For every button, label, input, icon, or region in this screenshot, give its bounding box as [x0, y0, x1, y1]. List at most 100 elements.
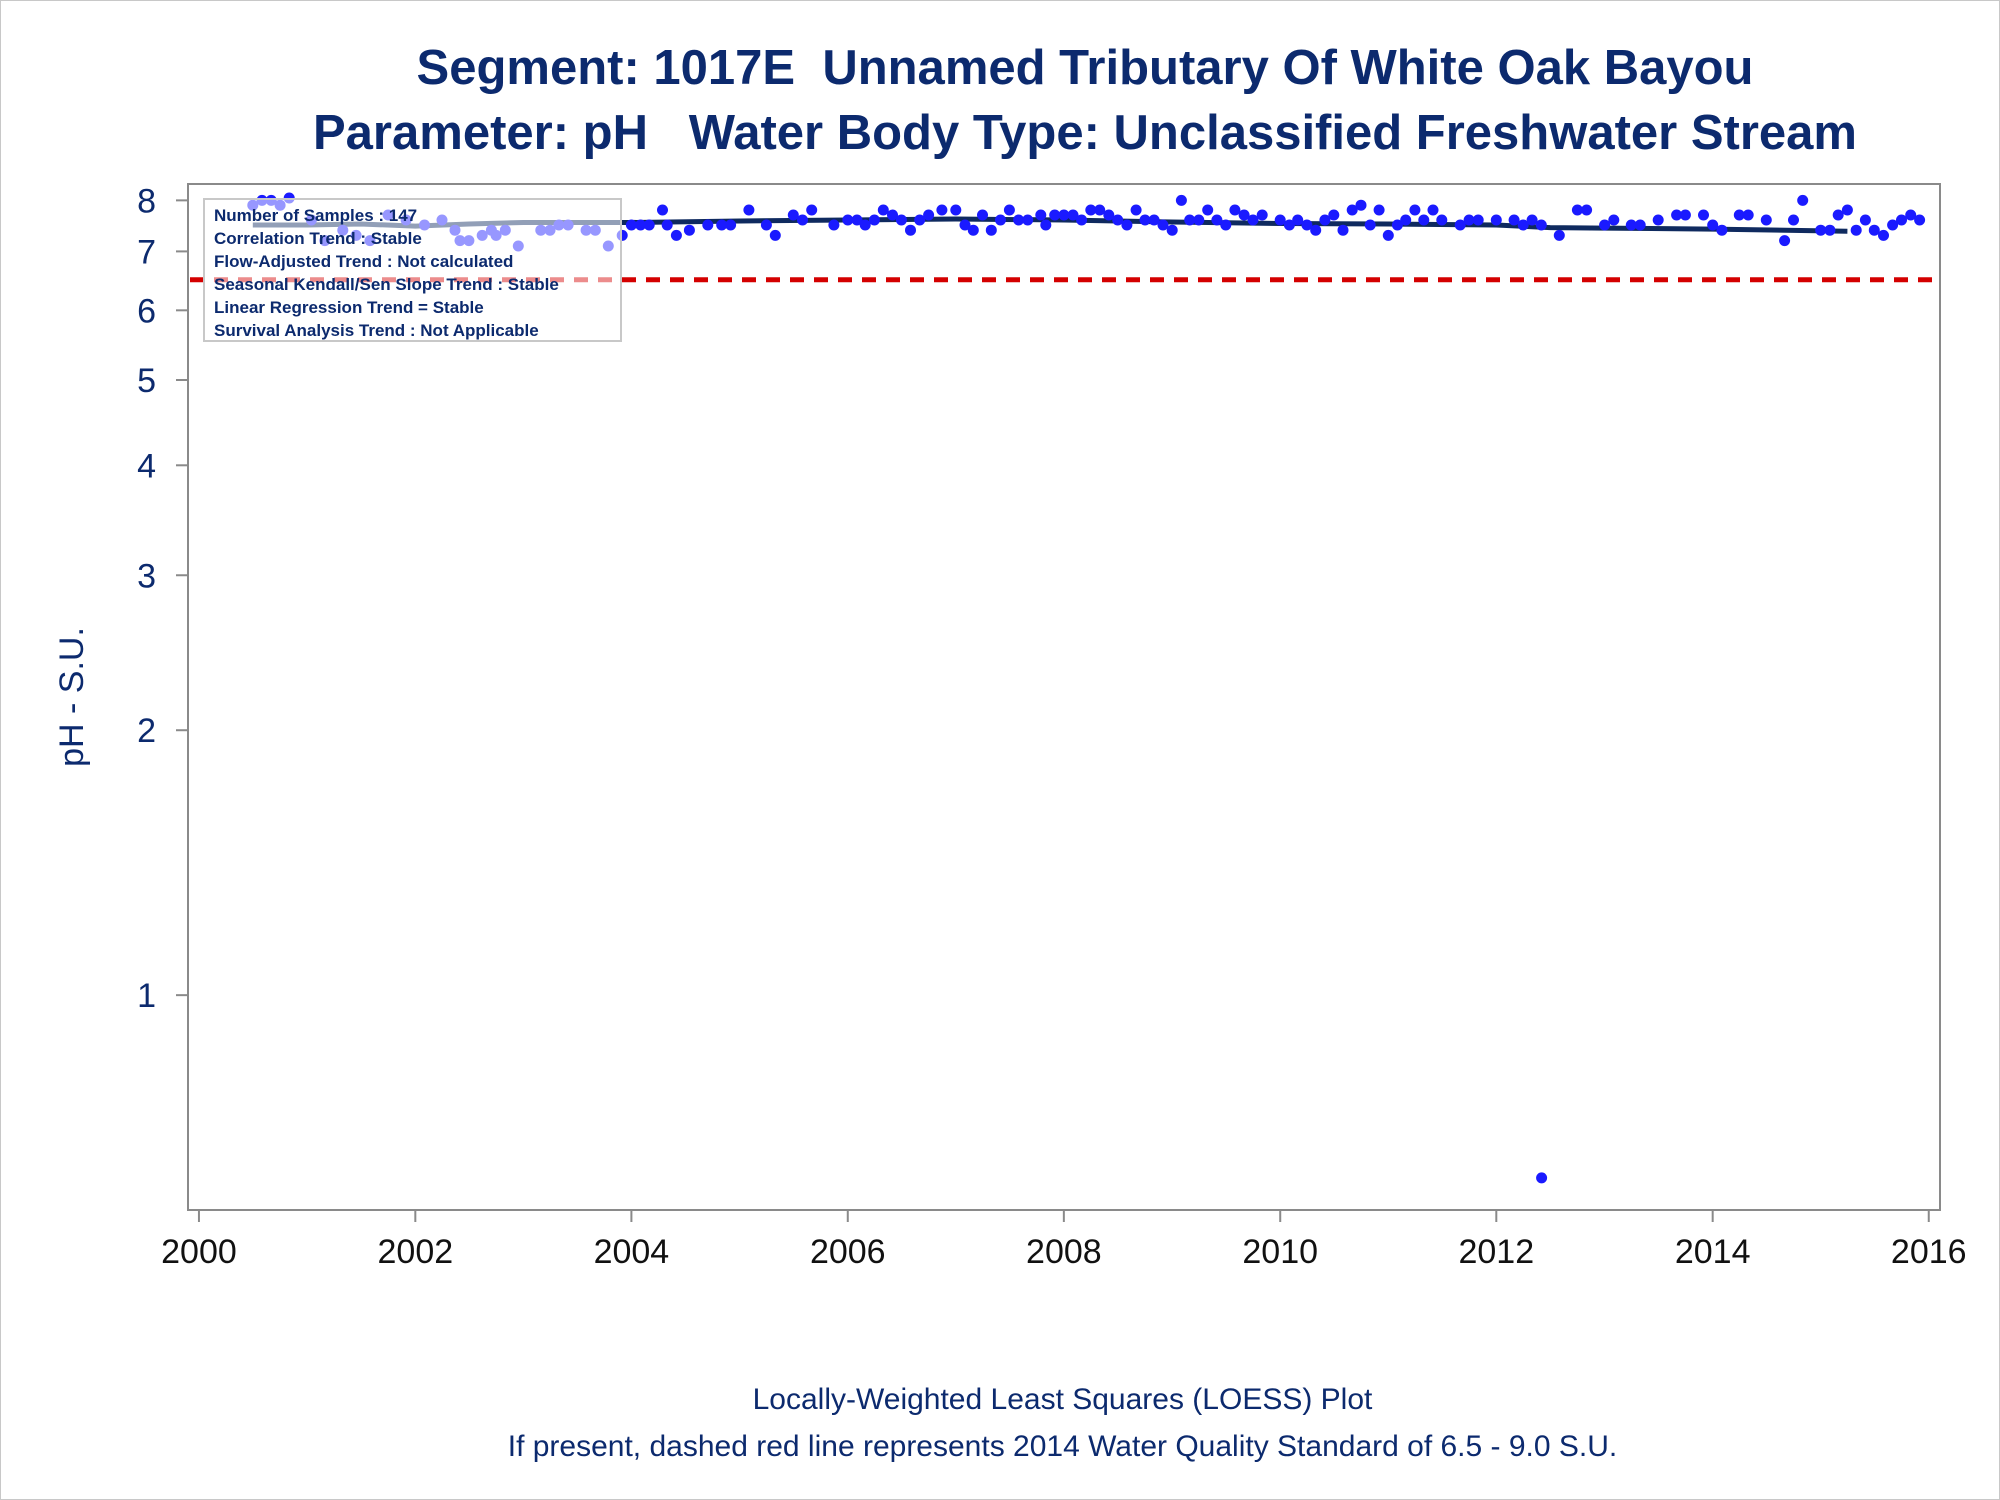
- data-point: [923, 209, 935, 221]
- data-point: [1679, 209, 1691, 221]
- data-point: [1914, 214, 1926, 226]
- data-point: [1553, 229, 1565, 241]
- data-point: [1022, 214, 1034, 226]
- data-point: [1824, 224, 1836, 236]
- x-tick-label: 2008: [1026, 1233, 1102, 1271]
- x-axis: 2000 2002 2004 2006 2008 2010 2012 2014 2016: [161, 1210, 1967, 1271]
- data-point: [1274, 214, 1286, 226]
- data-point: [1760, 214, 1772, 226]
- y-tick-label: 5: [137, 362, 156, 400]
- data-point: [769, 229, 781, 241]
- data-point: [1859, 214, 1871, 226]
- data-point: [936, 204, 948, 216]
- y-tick-label: 4: [137, 447, 156, 485]
- annotation-line: Flow-Adjusted Trend : Not calculated: [214, 252, 513, 271]
- data-point: [842, 214, 854, 226]
- data-point: [1256, 209, 1268, 221]
- y-tick-label: 6: [137, 292, 156, 330]
- data-point: [1526, 214, 1538, 226]
- data-point: [760, 219, 772, 231]
- data-point: [1067, 209, 1079, 221]
- data-point: [1536, 1172, 1548, 1184]
- data-point: [1346, 204, 1358, 216]
- data-point: [1094, 204, 1106, 216]
- x-tick-label: 2000: [161, 1233, 237, 1271]
- x-tick-label: 2012: [1458, 1233, 1534, 1271]
- data-point: [1535, 219, 1547, 231]
- data-point: [1634, 219, 1646, 231]
- data-point: [1373, 204, 1385, 216]
- footnote-line2: If present, dashed red line represents 2…: [507, 1430, 1618, 1463]
- data-point: [1815, 224, 1827, 236]
- data-point: [1508, 214, 1520, 226]
- data-point: [1905, 209, 1917, 221]
- chart-title-line2: Parameter: pH Water Body Type: Unclassif…: [313, 106, 1857, 160]
- chart-title-line1: Segment: 1017E Unnamed Tributary Of Whit…: [416, 41, 1754, 95]
- y-tick-label: 8: [137, 182, 156, 220]
- data-point: [716, 219, 728, 231]
- data-point: [1013, 214, 1025, 226]
- data-point: [1797, 194, 1809, 206]
- data-point: [1698, 209, 1709, 221]
- data-point: [797, 214, 808, 226]
- data-point: [1085, 204, 1097, 216]
- data-point: [1625, 219, 1637, 231]
- data-point: [1229, 204, 1241, 216]
- y-tick-label: 3: [137, 557, 156, 595]
- data-point: [1868, 224, 1880, 236]
- data-point: [985, 224, 997, 236]
- data-point: [1040, 219, 1052, 231]
- data-point: [661, 219, 673, 231]
- data-point: [1779, 235, 1791, 247]
- data-point: [1490, 214, 1502, 226]
- data-point: [1202, 204, 1214, 216]
- data-point: [670, 229, 682, 241]
- data-point: [905, 224, 916, 236]
- annotation-line: Seasonal Kendall/Sen Slope Trend : Stabl…: [214, 275, 559, 294]
- x-tick-label: 2006: [810, 1233, 886, 1271]
- data-point: [950, 204, 962, 216]
- data-point: [1148, 214, 1160, 226]
- data-point: [914, 214, 926, 226]
- data-point: [1841, 204, 1853, 216]
- data-point: [1382, 229, 1394, 241]
- data-point: [895, 214, 907, 226]
- data-point: [683, 224, 695, 236]
- data-point: [1427, 204, 1439, 216]
- data-point: [1058, 209, 1070, 221]
- data-point: [702, 219, 714, 231]
- footnote-line1: Locally-Weighted Least Squares (LOESS) P…: [752, 1383, 1373, 1416]
- data-point: [1211, 214, 1223, 226]
- data-point: [1896, 214, 1907, 226]
- data-point: [1130, 204, 1142, 216]
- data-point: [1671, 209, 1683, 221]
- data-point: [657, 204, 668, 216]
- data-point: [1003, 204, 1015, 216]
- data-point: [1157, 219, 1169, 231]
- data-point: [1850, 224, 1862, 236]
- data-point: [1436, 214, 1448, 226]
- data-point: [1454, 219, 1466, 231]
- data-point: [1049, 209, 1061, 221]
- data-point: [725, 219, 737, 231]
- data-point: [1472, 214, 1484, 226]
- y-tick-label: 1: [137, 977, 156, 1015]
- data-point: [787, 209, 799, 221]
- y-tick-label: 2: [137, 712, 156, 750]
- data-point: [1364, 219, 1376, 231]
- data-point: [1319, 214, 1331, 226]
- data-point: [1409, 204, 1421, 216]
- trend-annotation-box: Number of Samples : 147 Correlation Trend…: [203, 198, 622, 342]
- data-point: [743, 204, 755, 216]
- data-point: [1391, 219, 1403, 231]
- data-point: [1788, 214, 1799, 226]
- data-point: [1121, 219, 1133, 231]
- data-point: [1328, 209, 1340, 221]
- data-point: [1283, 219, 1295, 231]
- data-point: [959, 219, 971, 231]
- data-point: [1220, 219, 1232, 231]
- annotation-line: Linear Regression Trend = Stable: [214, 298, 484, 317]
- data-point: [1832, 209, 1844, 221]
- data-point: [1301, 219, 1313, 231]
